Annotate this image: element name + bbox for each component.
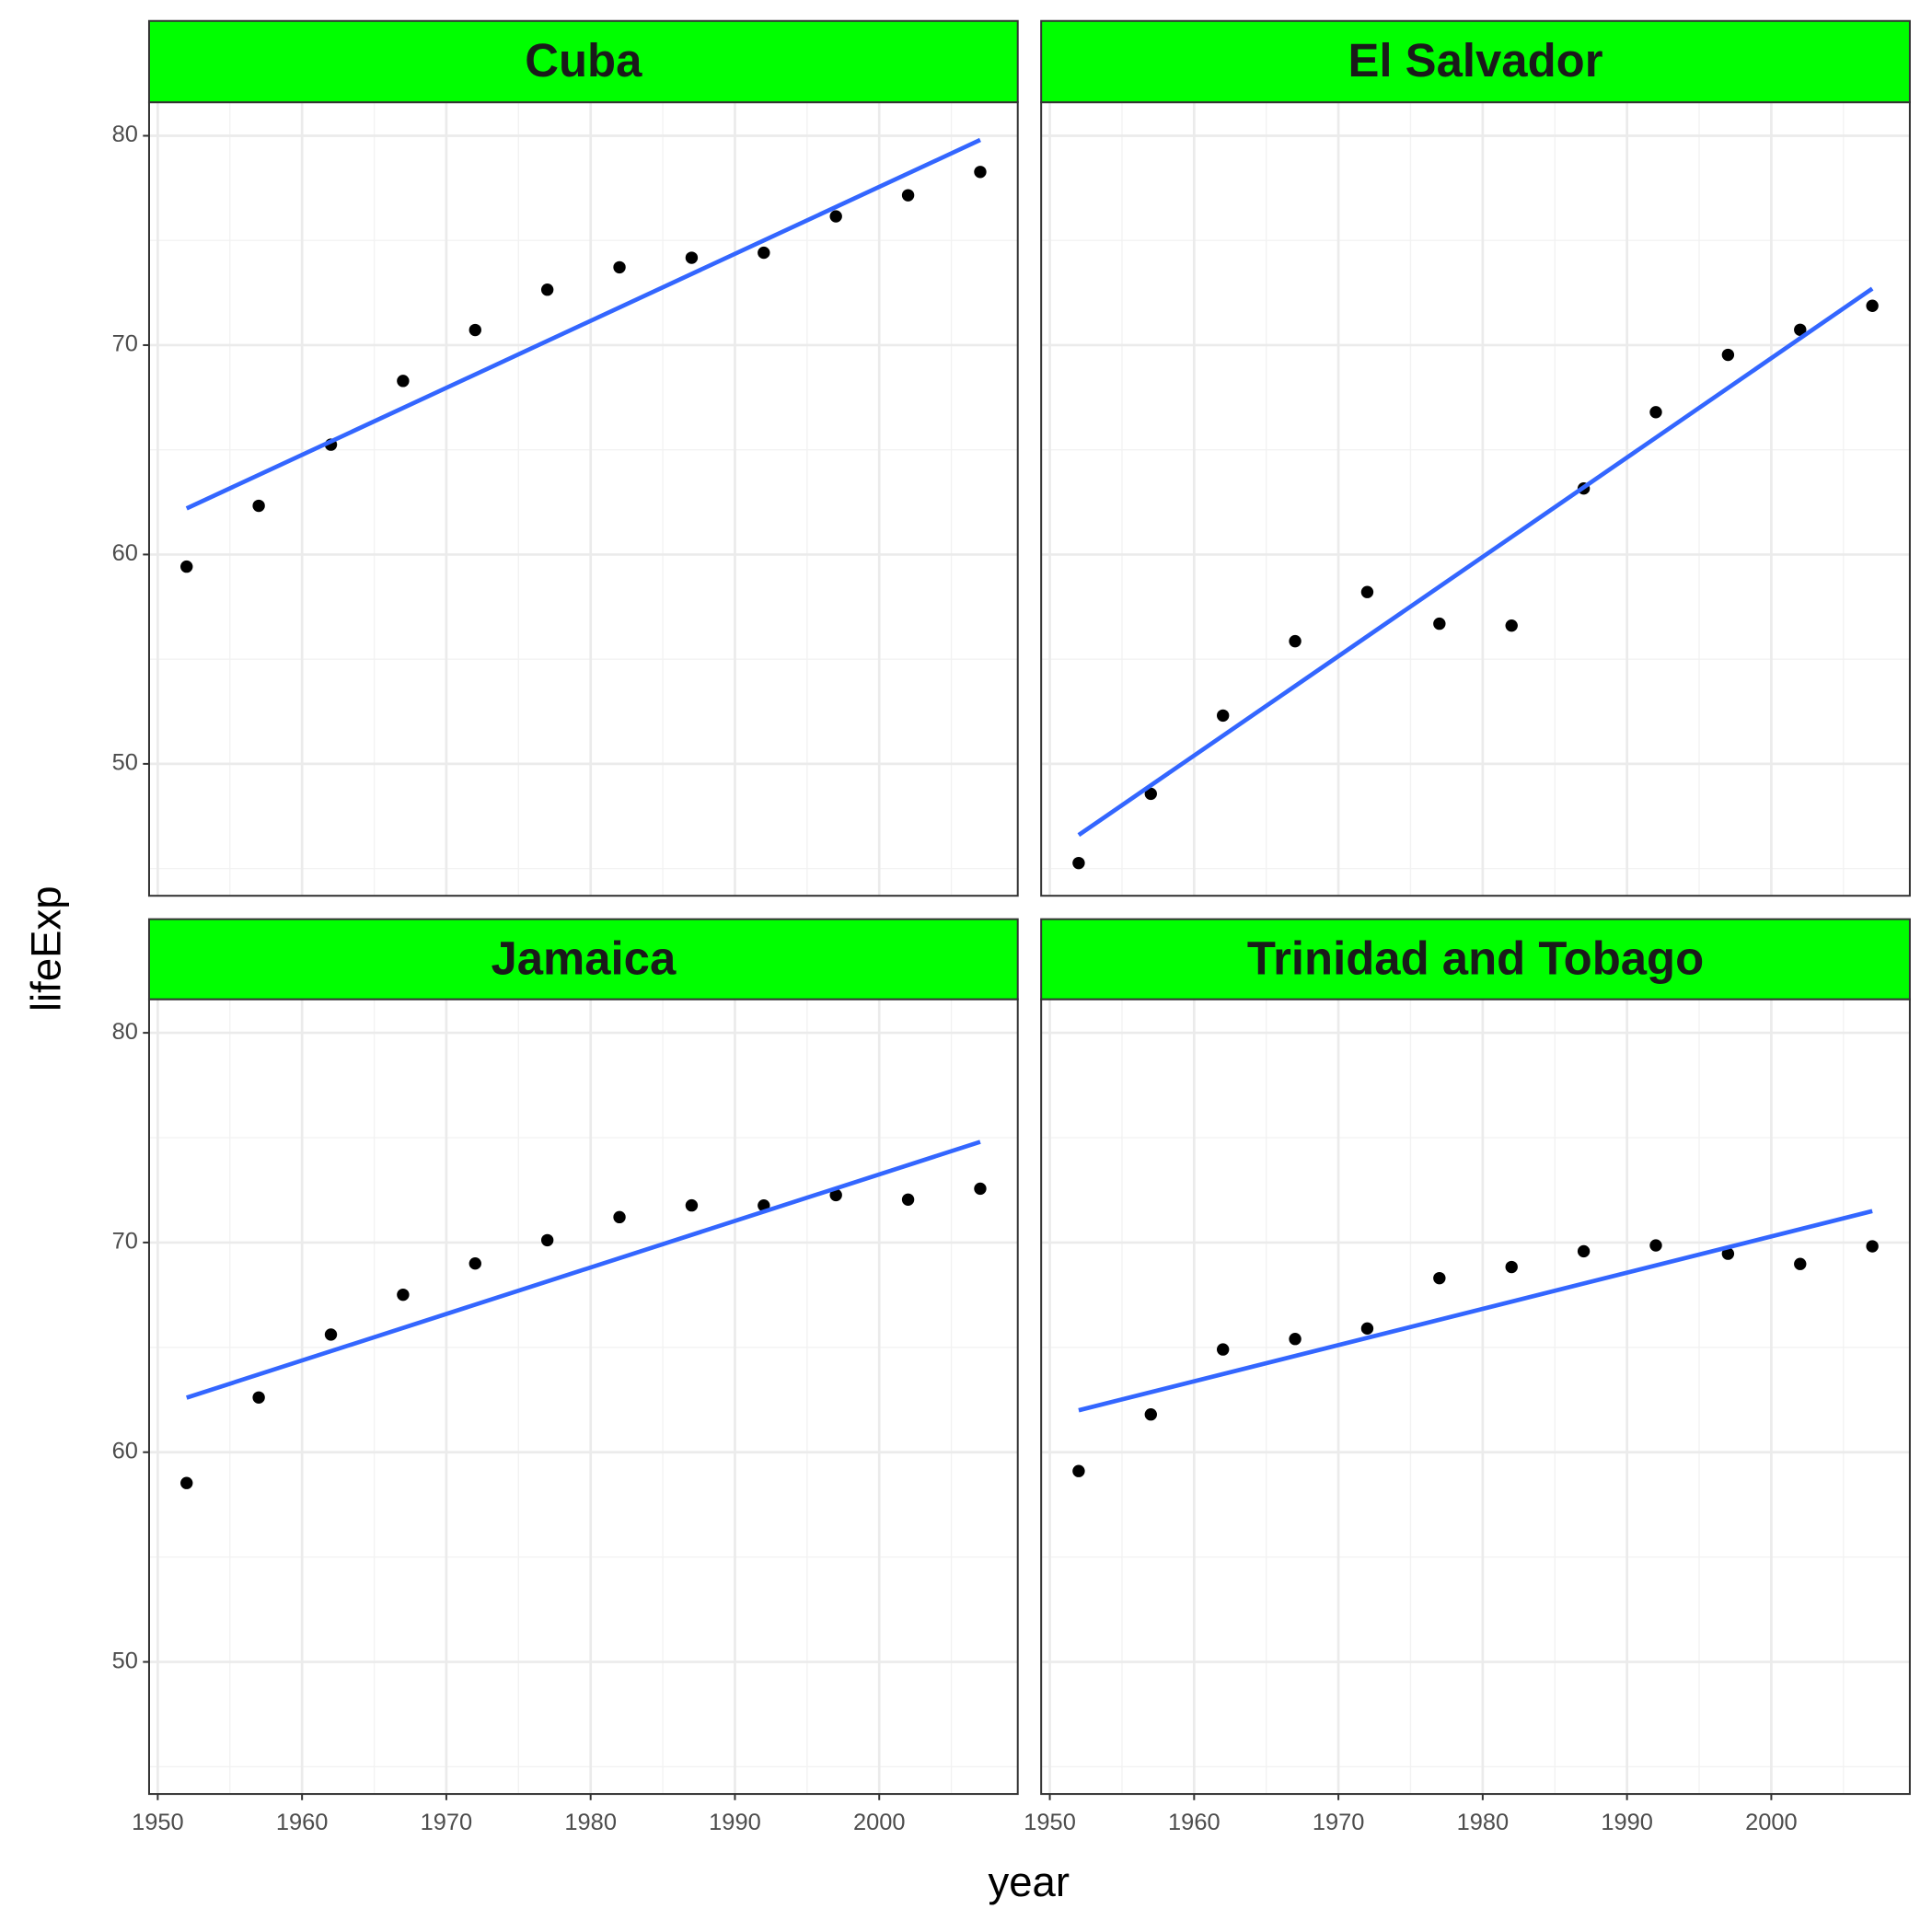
point xyxy=(1505,619,1518,632)
y-tick-label: 60 xyxy=(112,540,138,566)
strip-title: Cuba xyxy=(525,34,642,87)
point xyxy=(1289,634,1301,648)
point xyxy=(1649,1239,1662,1252)
strip xyxy=(147,19,1019,104)
strip-title: Trinidad and Tobago xyxy=(1247,931,1704,984)
point xyxy=(1289,1333,1301,1346)
point xyxy=(1433,1271,1446,1285)
point xyxy=(1072,856,1085,870)
fit-line xyxy=(186,1140,981,1400)
point xyxy=(180,1476,193,1489)
point xyxy=(758,246,770,260)
point xyxy=(1794,1257,1807,1270)
point xyxy=(829,210,842,223)
point xyxy=(974,1182,987,1196)
y-tick-label: 60 xyxy=(112,1438,138,1463)
panel-background xyxy=(148,999,1018,1795)
y-tick-label: 50 xyxy=(112,750,138,776)
x-tick-label: 1980 xyxy=(1457,1810,1510,1835)
y-tick-label: 50 xyxy=(112,1648,138,1673)
point xyxy=(324,1328,338,1341)
x-tick-label: 1990 xyxy=(709,1810,761,1835)
x-tick-label: 1950 xyxy=(1024,1810,1076,1835)
panel-background xyxy=(1041,999,1910,1795)
strip xyxy=(1040,918,1911,1001)
point xyxy=(252,499,265,513)
strip xyxy=(1040,19,1911,104)
point xyxy=(685,251,699,264)
strip-title: El Salvador xyxy=(1348,34,1603,87)
point xyxy=(540,283,554,296)
point xyxy=(1649,406,1662,419)
x-tick-label: 1950 xyxy=(132,1810,184,1835)
fit-line xyxy=(1077,286,1874,838)
point xyxy=(1721,348,1735,362)
strip-title: Jamaica xyxy=(491,931,676,984)
point xyxy=(901,189,915,202)
point xyxy=(540,1233,554,1247)
fit-line xyxy=(1078,1209,1873,1413)
x-tick-label: 1970 xyxy=(1313,1810,1365,1835)
point xyxy=(1144,787,1157,801)
y-tick-label: 70 xyxy=(112,1229,138,1255)
point xyxy=(1866,299,1879,312)
point xyxy=(1216,709,1230,723)
fit-line xyxy=(185,137,981,511)
x-axis-title: year xyxy=(989,1858,1070,1905)
point xyxy=(685,1198,699,1212)
point xyxy=(1721,1247,1735,1260)
x-tick-label: 1990 xyxy=(1601,1810,1653,1835)
point xyxy=(1794,323,1807,336)
point xyxy=(469,1257,481,1270)
x-tick-label: 1980 xyxy=(564,1810,617,1835)
panel-background xyxy=(148,102,1018,897)
point xyxy=(180,560,193,573)
y-tick-label: 80 xyxy=(112,121,138,147)
y-tick-label: 70 xyxy=(112,331,138,357)
point xyxy=(397,375,410,388)
x-tick-label: 2000 xyxy=(1745,1810,1798,1835)
strip xyxy=(147,918,1019,1001)
point xyxy=(252,1391,265,1404)
point xyxy=(1577,1244,1591,1258)
point xyxy=(469,323,481,337)
point xyxy=(613,260,626,274)
x-tick-label: 1970 xyxy=(421,1810,473,1835)
point xyxy=(1505,1260,1518,1274)
point xyxy=(974,166,987,179)
y-axis-title: lifeExp xyxy=(23,885,70,1012)
x-tick-label: 1960 xyxy=(1168,1810,1221,1835)
x-tick-label: 1960 xyxy=(276,1810,329,1835)
point xyxy=(1360,1322,1374,1336)
point xyxy=(1866,1240,1879,1253)
point xyxy=(1072,1464,1085,1477)
point xyxy=(1433,617,1446,631)
point xyxy=(1216,1343,1230,1356)
x-tick-label: 2000 xyxy=(853,1810,906,1835)
y-tick-label: 80 xyxy=(112,1019,138,1045)
point xyxy=(613,1210,626,1224)
point xyxy=(397,1288,410,1301)
point xyxy=(901,1193,915,1206)
point xyxy=(1144,1408,1157,1421)
point xyxy=(829,1188,842,1202)
panel-background xyxy=(1041,102,1910,897)
point xyxy=(1360,585,1374,598)
